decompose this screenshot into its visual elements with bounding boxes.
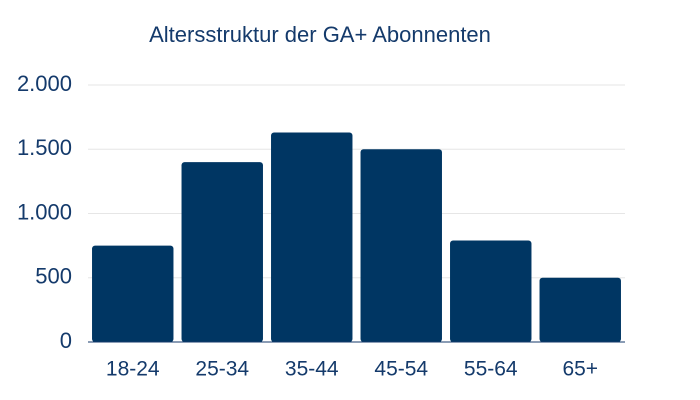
y-tick-label: 1.000 [17,199,72,224]
bar [92,245,174,342]
x-tick-label: 25-34 [195,358,249,381]
y-tick-label: 500 [35,264,72,289]
x-tick-label: 35-44 [285,358,339,381]
bar [450,240,532,342]
y-tick-label: 0 [60,328,72,353]
x-tick-label: 18-24 [106,358,160,381]
bar [539,277,621,342]
bar [271,132,353,342]
chart-title: Altersstruktur der GA+ Abonnenten [149,22,491,47]
y-tick-label: 1.500 [17,135,72,160]
x-tick-label: 55-64 [464,358,518,381]
bar [360,149,442,342]
bar [181,162,263,342]
x-tick-label: 65+ [562,358,598,381]
x-tick-label: 45-54 [374,358,428,381]
y-tick-label: 2.000 [17,71,72,96]
